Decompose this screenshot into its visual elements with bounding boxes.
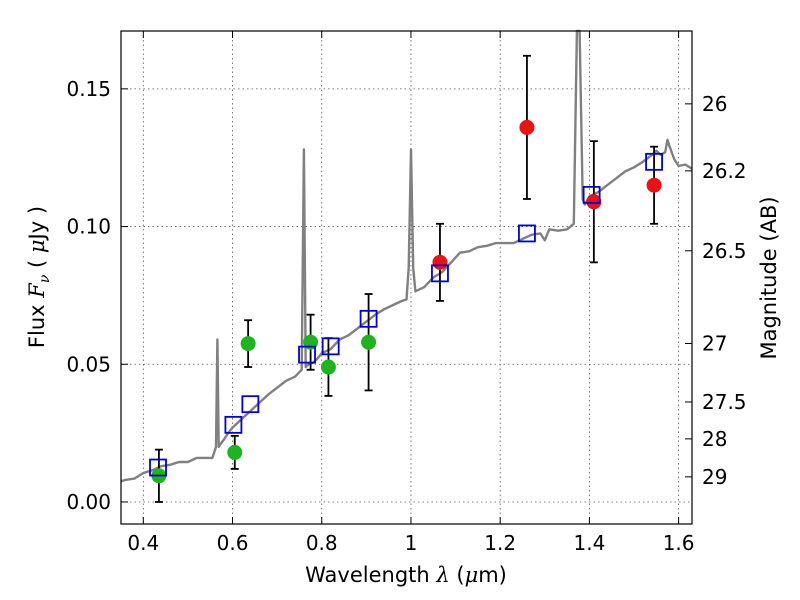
green-data-point [361,334,377,350]
right-tick-label: 26 [702,92,727,116]
spectrum-line [120,29,693,483]
y-axis-label: Flux Fν ( μJy ) [25,206,53,348]
right-tick-label: 26.2 [702,159,747,183]
model-box-marker [431,264,449,283]
x-tick-label: 1.6 [663,531,695,555]
right-tick-label: 27 [702,331,727,355]
x-tick-label: 0.6 [217,531,249,555]
right-tick-label: 27.5 [702,390,747,414]
data-markers [149,119,663,484]
red-data-point [519,119,535,135]
model-box-marker [224,415,243,434]
model-box-marker [298,345,316,364]
y-tick-label: 0.00 [66,490,111,514]
right-tick-label: 29 [702,465,727,489]
red-data-point [586,194,602,210]
x-tick-label: 1.2 [484,531,516,555]
x-tick-label: 1 [405,531,418,555]
model-box-marker [359,309,378,328]
right-axis-label: Magnitude (AB) [757,196,781,359]
plot-frame [120,30,693,525]
model-box-marker [518,224,536,243]
x-axis-label: Wavelength λ (μm) [305,563,507,587]
grid-lines [121,31,692,524]
y-tick-label: 0.10 [66,215,111,239]
spectrum-curve [120,29,693,483]
red-data-point [432,254,448,270]
green-data-point [320,359,336,375]
model-box-marker [582,185,601,204]
model-box-marker [241,395,260,414]
x-tick-label: 0.4 [127,531,159,555]
model-box-marker [149,458,167,477]
right-tick-label: 28 [702,427,727,451]
error-bars [154,54,659,503]
y-tick-label: 0.15 [66,77,111,101]
green-data-point [227,444,243,460]
model-box-marker [645,152,663,171]
red-data-point [646,177,662,193]
x-tick-label: 1.4 [573,531,605,555]
x-tick-label: 0.8 [306,531,338,555]
axis-ticks: 0.4 0.6 0.8 1 1.2 1.4 1.6 0.00 0.05 0.10 0.15 26 26.… [66,31,747,555]
green-data-point [240,336,256,352]
y-tick-label: 0.05 [66,352,111,376]
model-box-marker [321,337,340,356]
right-tick-label: 26.5 [702,239,747,263]
